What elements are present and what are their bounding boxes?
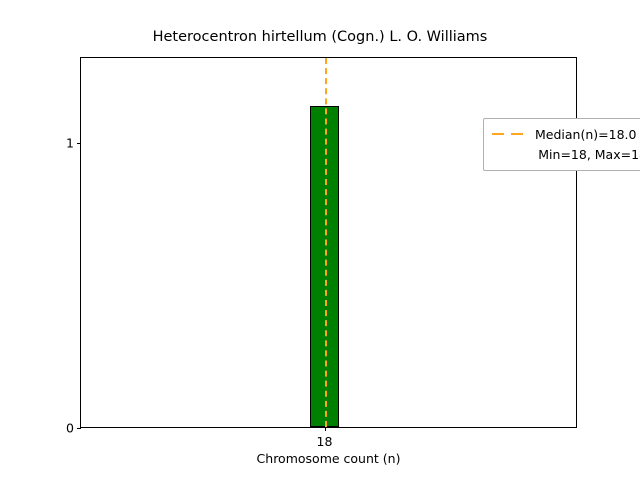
x-axis-label: Chromosome count (n) bbox=[256, 451, 401, 466]
ytick-mark-1 bbox=[77, 142, 81, 144]
legend-entry-minmax: Min=18, Max=18 bbox=[491, 144, 640, 164]
chart-title: Heterocentron hirtellum (Cogn.) L. O. Wi… bbox=[152, 29, 488, 45]
ytick-label-0: 0 bbox=[66, 420, 74, 435]
dashed-line-icon bbox=[491, 127, 527, 141]
plot-area: 0 1 18 Median(n)=18.0 Min=18, Max=18 bbox=[66, 57, 640, 449]
chart-legend: Median(n)=18.0 Min=18, Max=18 bbox=[483, 118, 640, 171]
legend-label-minmax: Min=18, Max=18 bbox=[538, 146, 640, 162]
plot-inner bbox=[81, 58, 576, 427]
ytick-mark-0 bbox=[77, 427, 81, 429]
ytick-label-1: 1 bbox=[66, 135, 74, 151]
median-line bbox=[324, 58, 327, 427]
legend-entry-median: Median(n)=18.0 bbox=[491, 124, 640, 144]
legend-label-median: Median(n)=18.0 bbox=[535, 126, 637, 142]
xtick-label-18: 18 bbox=[316, 434, 333, 449]
xtick-mark-18 bbox=[324, 427, 326, 431]
